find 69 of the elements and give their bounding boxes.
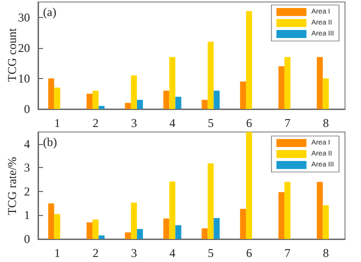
bar	[278, 192, 284, 239]
bar	[175, 96, 182, 109]
bar	[86, 94, 93, 109]
x-tick-label: 7	[284, 246, 290, 260]
x-tick-label: 7	[284, 116, 290, 130]
bar	[86, 222, 93, 239]
bar	[284, 57, 290, 109]
bar	[124, 102, 131, 109]
x-tick-label: 4	[169, 116, 176, 130]
bar	[48, 78, 54, 109]
bar	[163, 218, 170, 239]
bar	[214, 90, 220, 109]
bar	[136, 229, 143, 239]
y-axis-title: TCG rate/%	[5, 156, 19, 216]
x-tick-label: 2	[92, 246, 99, 260]
y-tick-label: 0	[24, 232, 30, 246]
bar	[202, 228, 208, 239]
x-tick-label: 3	[130, 246, 137, 260]
x-tick-label: 6	[246, 246, 252, 260]
bar	[98, 106, 105, 109]
bar	[316, 182, 323, 239]
x-tick-label: 1	[54, 246, 60, 260]
x-tick-label: 2	[92, 116, 99, 130]
x-tick-label: 1	[54, 116, 60, 130]
y-tick-label: 3	[24, 160, 30, 175]
x-tick-label: 4	[169, 246, 176, 260]
x-tick-label: 8	[322, 116, 329, 130]
x-tick-label: 3	[130, 116, 137, 130]
y-axis-title: TCG count	[5, 28, 19, 82]
x-tick-label: 5	[208, 116, 214, 130]
bar	[130, 75, 137, 109]
y-tick-label: 30	[18, 10, 30, 24]
x-tick-label: 8	[322, 246, 329, 260]
bar	[208, 42, 214, 109]
bar	[48, 203, 54, 239]
bar	[322, 78, 329, 109]
bar	[54, 214, 60, 239]
bar	[322, 205, 329, 239]
bar	[214, 218, 220, 239]
bar	[278, 66, 284, 109]
x-tick-label: 6	[246, 116, 252, 130]
bar	[202, 100, 208, 109]
bar	[92, 90, 99, 109]
bar	[98, 235, 105, 239]
bar	[124, 232, 131, 239]
annotation: (b)	[43, 135, 57, 149]
bar	[136, 100, 143, 109]
annotation: (a)	[43, 5, 56, 19]
bar	[284, 182, 290, 239]
bar	[246, 11, 252, 109]
x-tick-label: 5	[208, 246, 214, 260]
bar	[92, 220, 99, 239]
y-tick-label: 0	[24, 102, 30, 116]
y-tick-label: 2	[24, 184, 30, 198]
y-tick-label: 20	[18, 40, 30, 55]
bar	[246, 132, 252, 239]
bar	[175, 225, 182, 239]
y-tick-label: 10	[18, 71, 30, 86]
bar	[316, 57, 323, 109]
bar	[169, 57, 176, 109]
y-tick-label: 1	[24, 208, 30, 222]
bar	[130, 202, 137, 239]
y-tick-label: 4	[24, 136, 30, 151]
bar	[240, 81, 246, 109]
bar	[169, 181, 176, 239]
bar	[240, 208, 246, 239]
bar	[163, 90, 170, 109]
bar	[208, 163, 214, 239]
bar	[54, 88, 60, 109]
